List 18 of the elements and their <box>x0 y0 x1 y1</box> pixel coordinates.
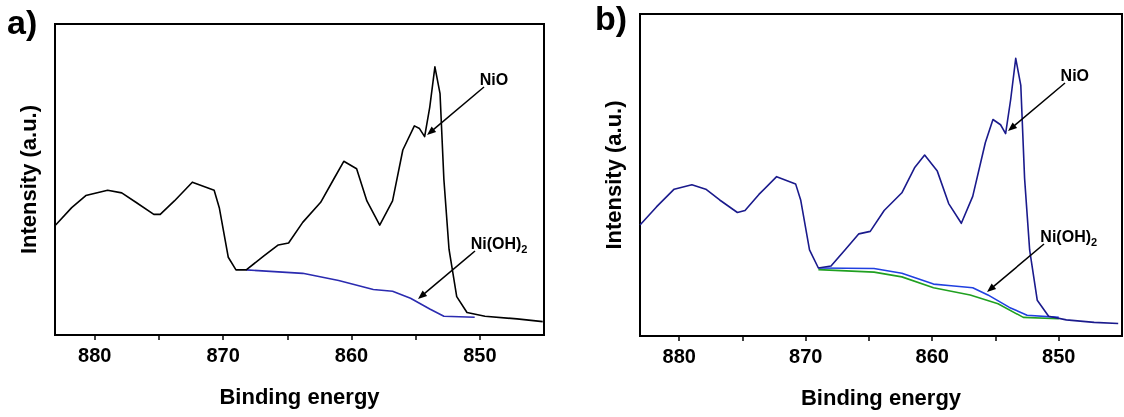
annotation: Ni(OH)$_{2}$ <box>1040 228 1098 249</box>
x-tick-label: 850 <box>1042 345 1076 367</box>
x-axis-title: Binding energy <box>219 383 381 409</box>
x-tick-label: 880 <box>662 345 696 367</box>
x-tick-label: 870 <box>789 345 823 367</box>
annotation: NiO <box>479 70 509 89</box>
annotation: NiO <box>1060 67 1090 86</box>
y-axis-title: Intensity (a.u.) <box>600 100 626 250</box>
chart-title: a) <box>7 3 38 41</box>
x-tick-label: 850 <box>463 344 497 366</box>
annotation: Ni(OH)$_{2}$ <box>470 235 528 256</box>
x-tick-label: 880 <box>78 344 112 366</box>
y-axis-title: Intensity (a.u.) <box>15 104 41 255</box>
x-tick-label: 860 <box>334 344 369 366</box>
x-tick-label: 870 <box>206 344 240 366</box>
chart-title: b) <box>595 0 628 37</box>
x-axis-title: Binding energy <box>800 384 962 410</box>
x-tick-label: 860 <box>915 345 949 367</box>
